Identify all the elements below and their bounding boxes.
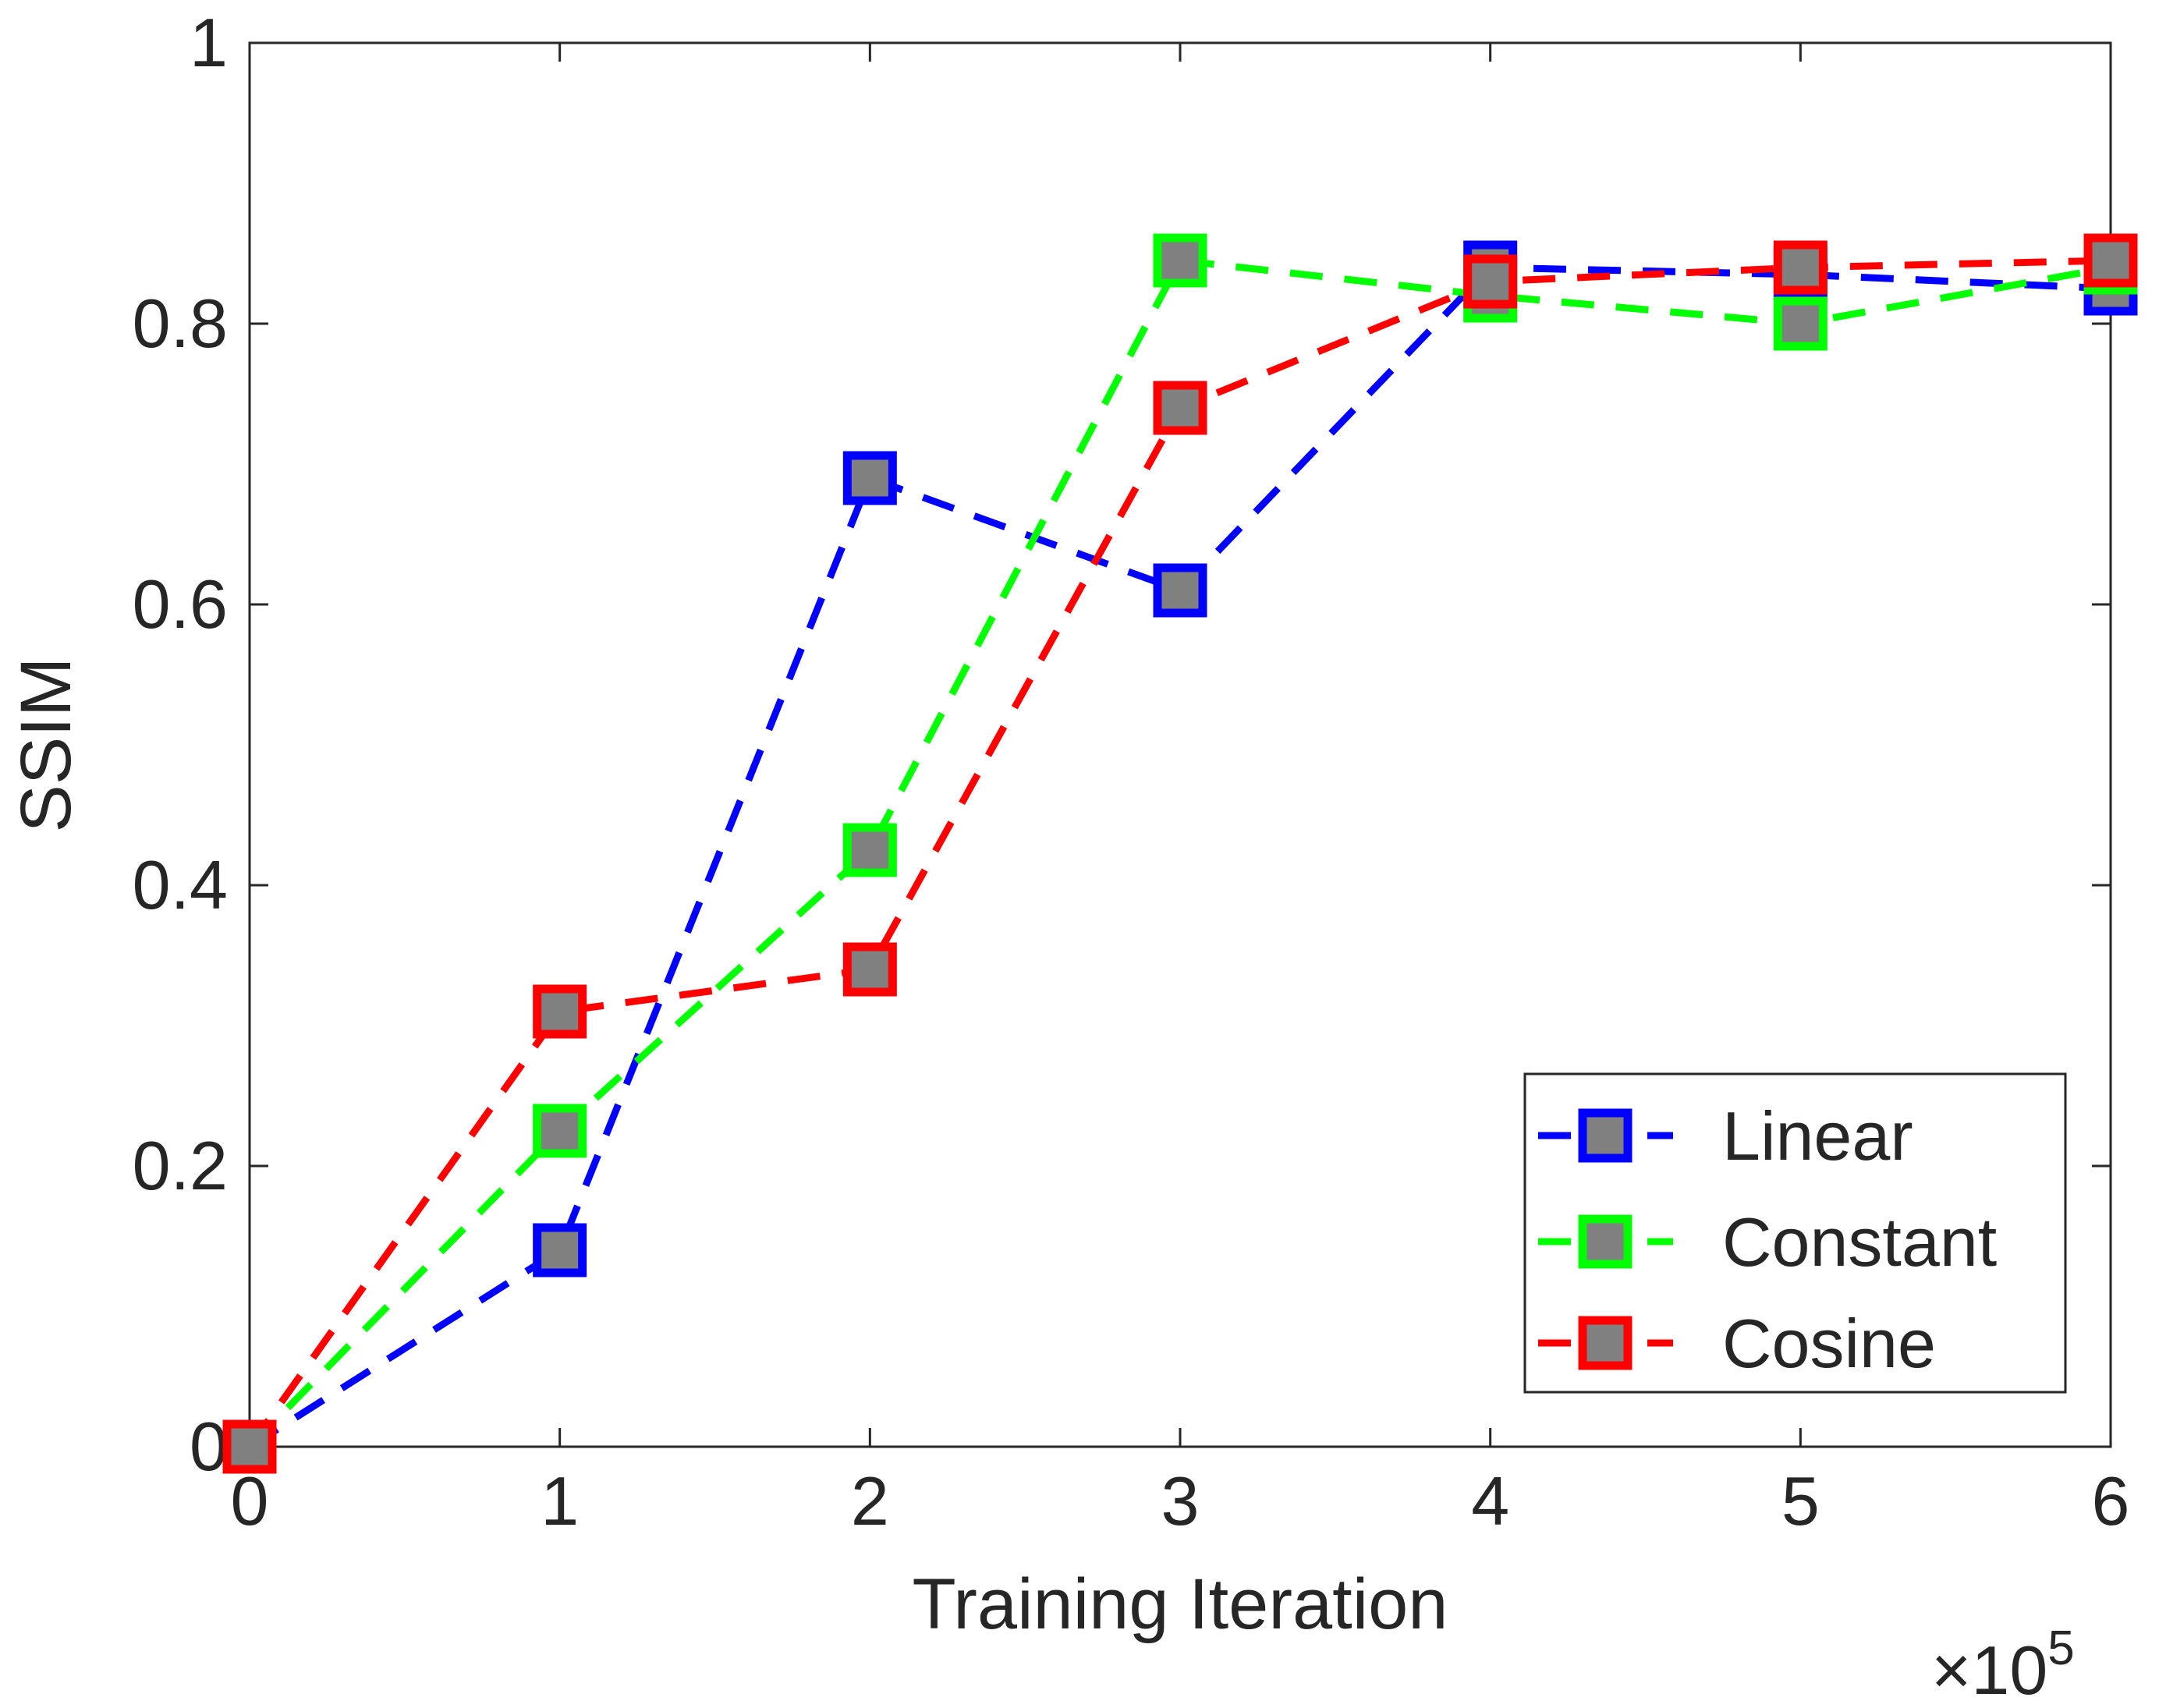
- data-point-cosine: [842, 942, 897, 997]
- data-point-constant: [1773, 296, 1828, 351]
- legend-marker-linear: [1578, 1108, 1633, 1163]
- data-point-cosine: [1153, 381, 1207, 435]
- y-ticks: 0 0.2 0.4 0.6 0.8 1: [133, 4, 2111, 1485]
- legend-label-linear: Linear: [1722, 1097, 1913, 1175]
- x-multiplier-exponent: 5: [2047, 1621, 2074, 1675]
- legend-marker-constant: [1578, 1214, 1633, 1269]
- legend: Linear Constant Cosine: [1523, 1072, 2067, 1394]
- series-markers: [222, 233, 2138, 1474]
- x-tick-label: 4: [1471, 1462, 1509, 1540]
- data-point-cosine: [222, 1419, 277, 1474]
- x-tick-label: 6: [2092, 1462, 2130, 1540]
- data-point-linear: [842, 451, 897, 505]
- legend-marker-cosine: [1578, 1316, 1633, 1370]
- data-point-cosine: [533, 984, 587, 1039]
- x-multiplier-prefix: ×10: [1931, 1632, 2047, 1708]
- legend-label-constant: Constant: [1722, 1203, 1997, 1281]
- data-point-linear: [533, 1223, 587, 1277]
- data-point-constant: [1153, 233, 1207, 288]
- y-tick-label: 0.4: [133, 846, 228, 923]
- plot-area: 0 1 2 3 4 5 6 0 0.2 0.4 0.6 0.8 1: [133, 4, 2138, 1540]
- y-tick-label: 0.6: [133, 565, 228, 643]
- y-tick-label: 1: [190, 4, 228, 81]
- x-tick-label: 2: [851, 1462, 889, 1540]
- x-tick-label: 3: [1161, 1462, 1200, 1540]
- y-tick-label: 0: [190, 1408, 228, 1485]
- data-point-cosine: [1773, 240, 1828, 295]
- x-tick-label: 1: [541, 1462, 579, 1540]
- y-tick-label: 0.2: [133, 1127, 228, 1204]
- data-point-constant: [533, 1104, 587, 1158]
- y-axis-label: SSIM: [6, 657, 86, 833]
- data-point-cosine: [1463, 254, 1518, 309]
- x-tick-label: 5: [1781, 1462, 1820, 1540]
- x-axis-label: Training Iteration: [913, 1564, 1448, 1644]
- y-tick-label: 0.8: [133, 285, 228, 362]
- x-ticks: 0 1 2 3 4 5 6: [231, 43, 2130, 1540]
- data-point-linear: [1153, 563, 1207, 618]
- legend-label-cosine: Cosine: [1722, 1305, 1936, 1382]
- x-tick-label: 0: [231, 1462, 269, 1540]
- data-point-constant: [842, 823, 897, 877]
- data-point-cosine: [2083, 233, 2138, 288]
- x-multiplier-label: ×105: [1931, 1621, 2075, 1708]
